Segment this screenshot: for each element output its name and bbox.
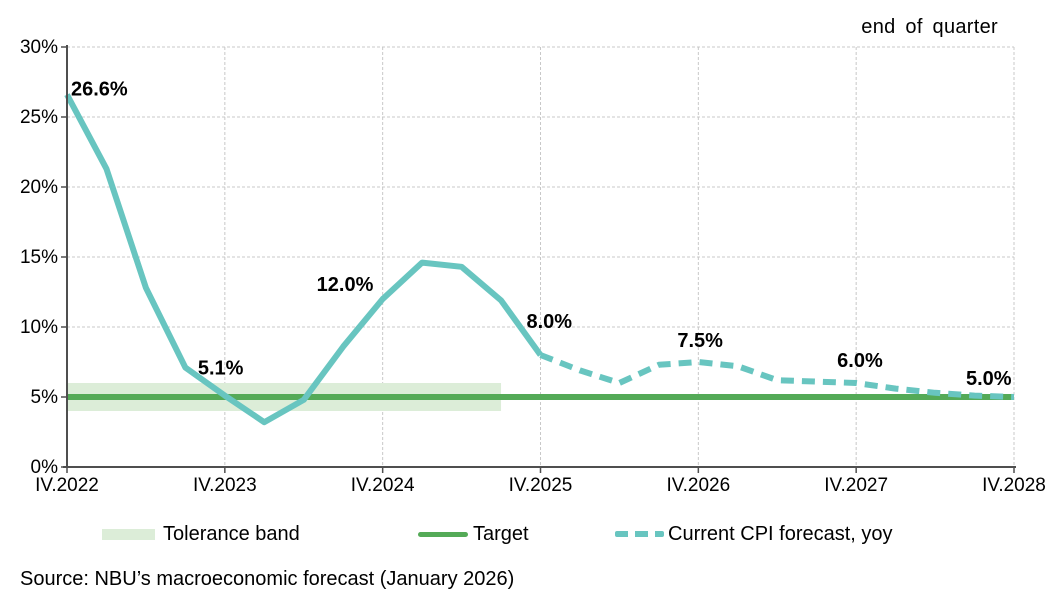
legend-label-cpi-forecast: Current CPI forecast, yoy [668, 522, 893, 545]
data-label: 5.0% [966, 368, 1012, 390]
y-axis-label: 25% [20, 107, 58, 128]
x-axis-label: IV.2024 [351, 475, 415, 496]
x-axis-label: IV.2026 [666, 475, 730, 496]
data-label: 7.5% [677, 330, 723, 352]
data-label: 12.0% [317, 274, 374, 296]
data-label: 5.1% [198, 358, 244, 380]
data-label: 8.0% [527, 311, 573, 333]
x-axis-label: IV.2023 [193, 475, 257, 496]
cpi-forecast-line [539, 352, 1015, 400]
y-axis-label: 10% [20, 317, 58, 338]
data-label: 6.0% [837, 350, 883, 372]
source-note: Source: NBU’s macroeconomic forecast (Ja… [20, 568, 515, 590]
x-axis-label: IV.2028 [982, 475, 1046, 496]
legend-label-tolerance-band: Tolerance band [163, 522, 300, 545]
y-axis-label: 0% [31, 457, 59, 478]
x-axis-label: IV.2025 [509, 475, 573, 496]
data-label: 26.6% [71, 79, 128, 101]
chart-note: end of quarter [861, 16, 998, 38]
x-axis-label: IV.2022 [35, 475, 99, 496]
plot-area: 0% 5% 10% 15% 20% 25% 30% IV.2022 IV.2023 IV.2024… [20, 37, 1046, 496]
y-axis-label: 15% [20, 247, 58, 268]
x-axis-label: IV.2027 [824, 475, 888, 496]
cpi-forecast-dash-swatch [615, 531, 664, 537]
legend-label-target: Target [473, 522, 529, 545]
y-axis-label: 5% [31, 387, 59, 408]
target-line-swatch [418, 531, 468, 537]
tolerance-band-swatch [102, 528, 155, 540]
y-axis-label: 20% [20, 177, 58, 198]
legend-item-tolerance-band: Tolerance band [102, 518, 300, 550]
chart-legend: Tolerance band Target Current CPI foreca… [0, 518, 1058, 550]
cpi-actual-line [64, 93, 543, 426]
legend-item-cpi-forecast: Current CPI forecast, yoy [615, 518, 893, 550]
y-axis-label: 30% [20, 37, 58, 58]
legend-item-target: Target [418, 518, 529, 550]
